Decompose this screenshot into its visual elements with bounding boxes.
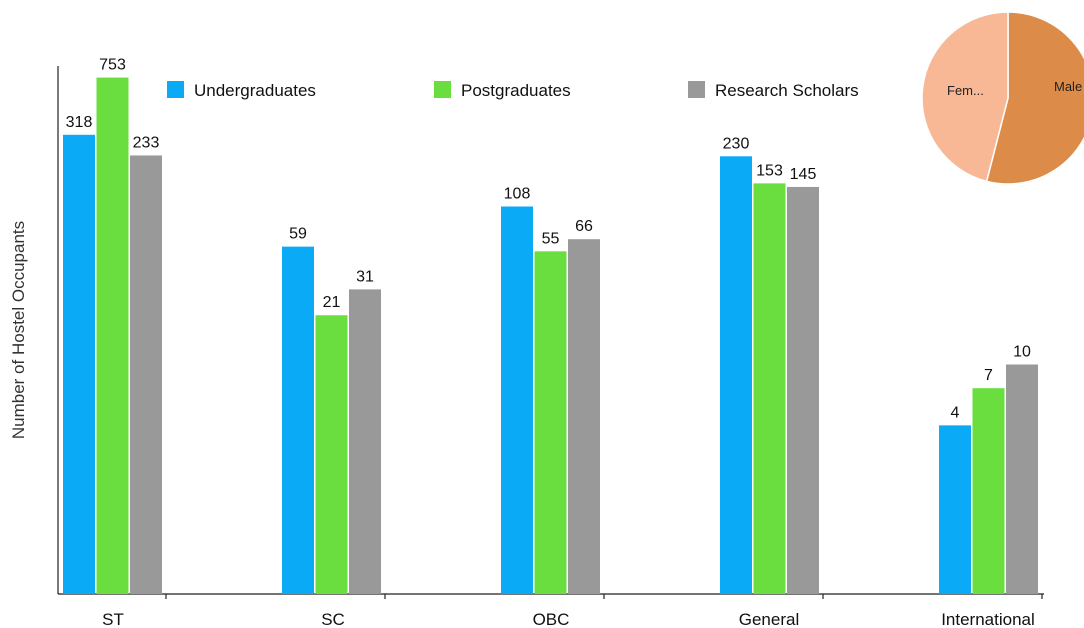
legend-swatch-research-scholars	[688, 81, 705, 98]
x-tick-label-international: International	[941, 610, 1035, 628]
pie-label-male: Male	[1054, 79, 1082, 94]
legend-swatch-postgraduates	[434, 81, 451, 98]
axes: Number of Hostel Occupants	[9, 66, 1044, 595]
legend-label-undergraduates: Undergraduates	[194, 81, 316, 100]
legend: Undergraduates Postgraduates Research Scho…	[167, 81, 859, 100]
bar-value-undergraduates-st: 318	[66, 114, 93, 131]
bar-value-research-scholars-st: 233	[133, 134, 160, 151]
bar-value-undergraduates-obc: 108	[504, 186, 531, 203]
bar-postgraduates-obc	[534, 251, 567, 594]
pie-slice-male	[985, 11, 1084, 185]
bar-postgraduates-sc	[315, 315, 348, 594]
x-tick-label-st: ST	[102, 610, 124, 628]
bar-research-scholars-international	[1006, 364, 1038, 594]
legend-swatch-undergraduates	[167, 81, 184, 98]
bar-undergraduates-obc	[501, 206, 533, 595]
bar-undergraduates-st	[63, 134, 95, 594]
pie-chart: Fem... Male	[921, 11, 1084, 185]
x-ticks-group: ST SC OBC General International	[102, 594, 1043, 628]
bar-labels-group: 318 59 108 230 4 753 21 55 153 7 233 31 66 145 10	[66, 57, 1031, 422]
bar-undergraduates-sc	[282, 246, 314, 594]
bar-value-undergraduates-general: 230	[723, 135, 750, 152]
bar-value-postgraduates-general: 153	[756, 162, 783, 179]
x-tick-label-general: General	[739, 610, 799, 628]
x-tick-label-sc: SC	[321, 610, 345, 628]
bar-value-postgraduates-international: 7	[984, 367, 993, 384]
legend-label-postgraduates: Postgraduates	[461, 81, 571, 100]
bar-value-undergraduates-sc: 59	[289, 226, 307, 243]
bar-research-scholars-st	[130, 155, 162, 594]
bar-value-research-scholars-sc: 31	[356, 268, 374, 285]
bar-postgraduates-general	[753, 183, 786, 595]
bar-postgraduates-st	[96, 77, 129, 594]
bar-research-scholars-general	[787, 186, 819, 594]
bar-value-postgraduates-obc: 55	[542, 230, 560, 247]
bar-value-research-scholars-obc: 66	[575, 218, 593, 235]
x-tick-label-obc: OBC	[533, 610, 570, 628]
bar-value-undergraduates-international: 4	[951, 404, 960, 421]
bar-value-research-scholars-international: 10	[1013, 344, 1031, 361]
legend-label-research-scholars: Research Scholars	[715, 81, 859, 100]
bar-value-postgraduates-st: 753	[99, 57, 126, 74]
bar-postgraduates-international	[972, 388, 1005, 594]
bar-value-research-scholars-general: 145	[790, 166, 817, 183]
bar-undergraduates-general	[720, 156, 752, 595]
bars-group	[63, 77, 1038, 595]
pie-label-fem: Fem...	[947, 83, 984, 98]
y-axis-title: Number of Hostel Occupants	[9, 221, 28, 439]
bar-research-scholars-obc	[568, 239, 600, 595]
bar-undergraduates-international	[939, 425, 971, 594]
bar-research-scholars-sc	[349, 289, 381, 594]
pie-slice-fem	[921, 11, 1009, 183]
bar-value-postgraduates-sc: 21	[323, 294, 341, 311]
